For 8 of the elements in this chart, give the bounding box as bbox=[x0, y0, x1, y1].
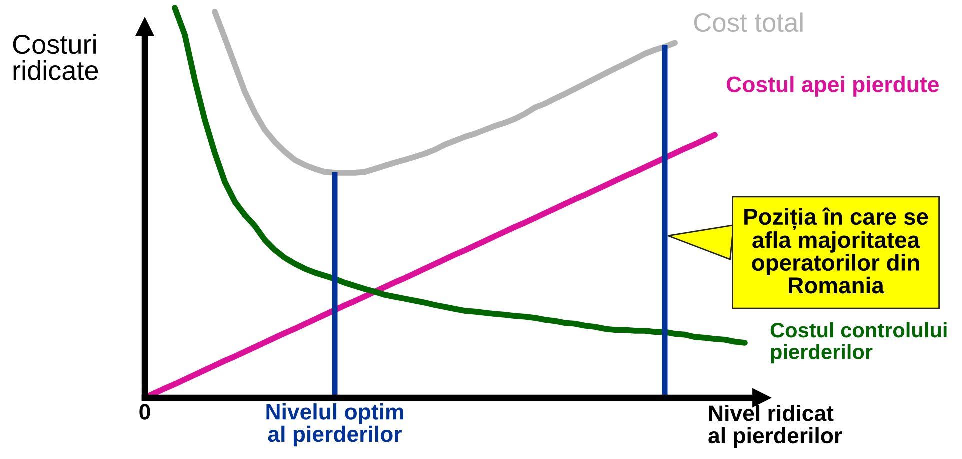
series-label: Cost total bbox=[694, 12, 803, 32]
x-tick-label: 0 bbox=[140, 404, 150, 420]
series-label: Costul apei pierdute bbox=[727, 76, 939, 97]
series-label: Costul controlului pierderilor bbox=[770, 322, 947, 364]
annotation: Poziția în care se afla majoritatea operatorilor din Romania bbox=[744, 208, 928, 294]
x-tick-label: Nivelul optim al pierderilor bbox=[266, 404, 404, 447]
x-axis-title: Nivel ridicat al pierderilor bbox=[708, 405, 842, 448]
y-axis-title: Costuri ridicate bbox=[13, 34, 98, 80]
